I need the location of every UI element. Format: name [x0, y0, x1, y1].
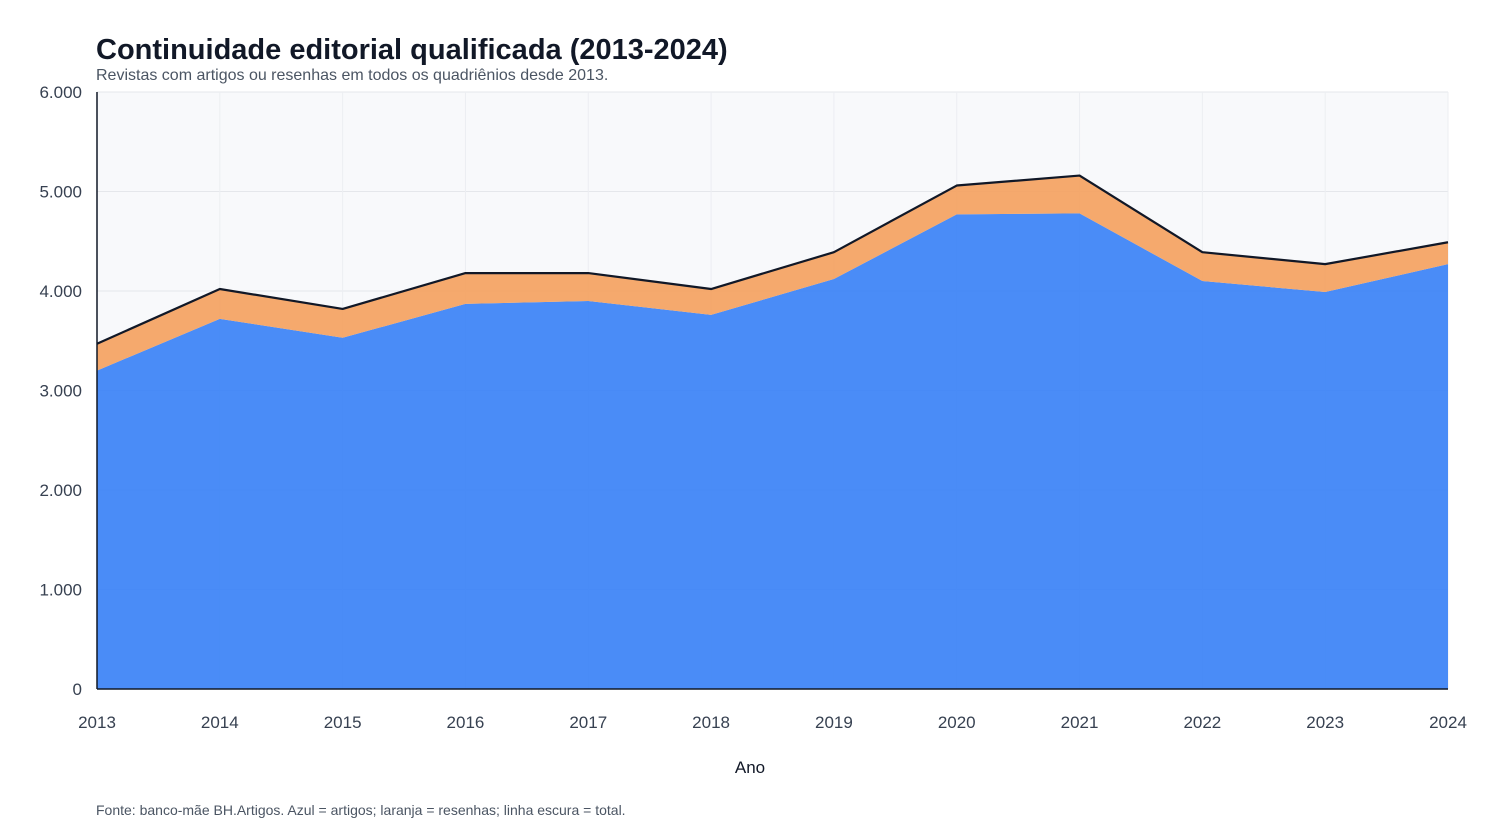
- x-axis-title: Ano: [735, 758, 765, 777]
- x-tick-label: 2024: [1429, 713, 1467, 732]
- x-tick-label: 2013: [78, 713, 116, 732]
- line-total: [96, 174, 1449, 345]
- x-tick-label: 2017: [569, 713, 607, 732]
- x-tick-label: 2019: [815, 713, 853, 732]
- source-note: Fonte: banco-mãe BH.Artigos. Azul = arti…: [96, 802, 626, 818]
- x-tick-label: 2015: [324, 713, 362, 732]
- y-tick-label: 4.000: [39, 282, 82, 301]
- x-tick-label: 2018: [692, 713, 730, 732]
- y-tick-label: 0: [73, 680, 82, 699]
- x-tick-label: 2016: [447, 713, 485, 732]
- x-tick-label: 2023: [1306, 713, 1344, 732]
- area-resenhas: [97, 175, 1448, 371]
- chart-subtitle: Revistas com artigos ou resenhas em todo…: [96, 67, 609, 84]
- x-tick-label: 2022: [1183, 713, 1221, 732]
- area-artigos: [97, 213, 1448, 689]
- y-tick-label: 3.000: [39, 382, 82, 401]
- x-tick-label: 2014: [201, 713, 239, 732]
- y-tick-label: 5.000: [39, 183, 82, 202]
- x-tick-label: 2020: [938, 713, 976, 732]
- y-tick-label: 2.000: [39, 481, 82, 500]
- x-tick-label: 2021: [1061, 713, 1099, 732]
- y-tick-label: 6.000: [39, 83, 82, 102]
- area-chart: 0 1.000 2.000 3.000 4.000 5.000 6.000 2013 2014…: [39, 83, 1467, 777]
- chart-title: Continuidade editorial qualificada (2013…: [96, 34, 728, 66]
- y-tick-label: 1.000: [39, 581, 82, 600]
